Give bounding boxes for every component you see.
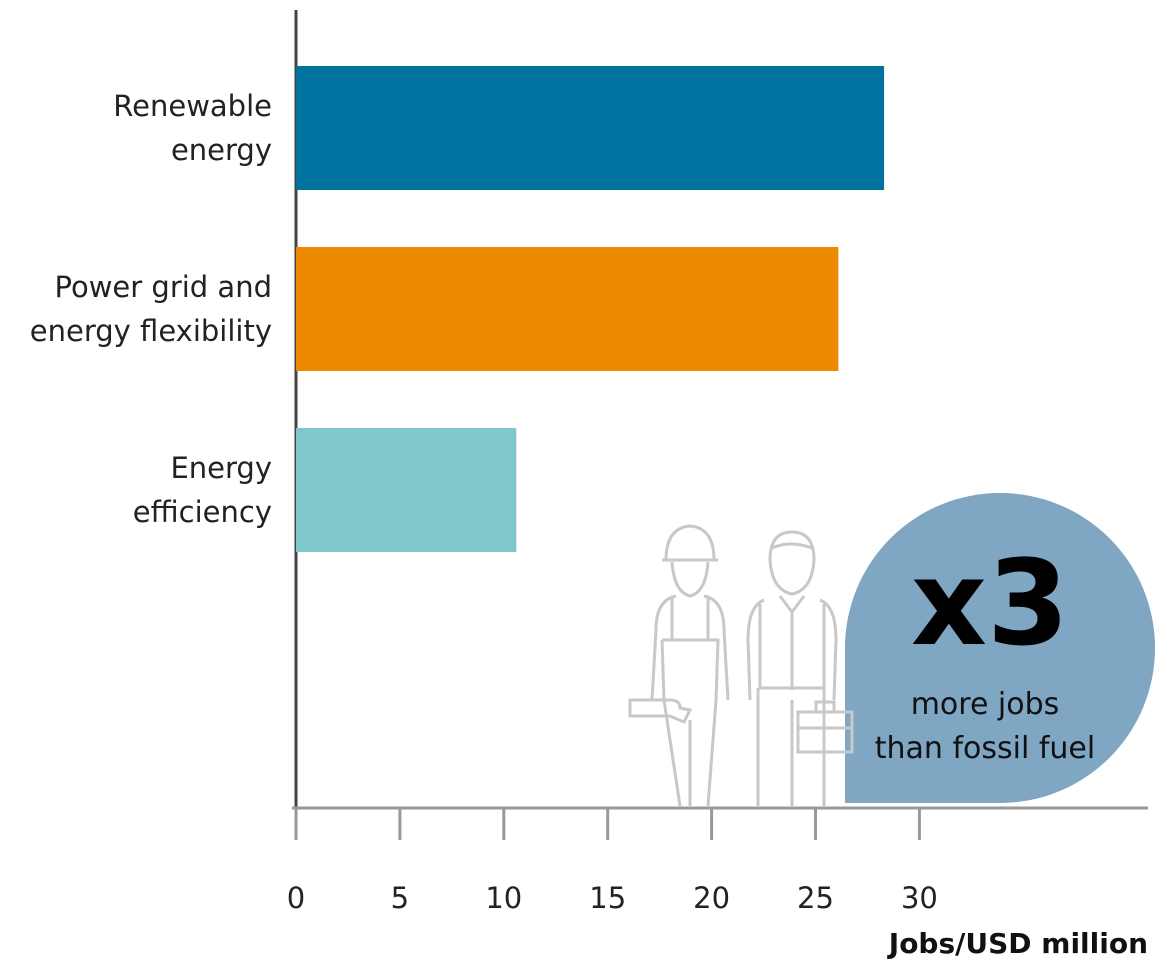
x-axis-title: Jobs/USD million [887, 927, 1148, 960]
x-tick-label: 0 [287, 881, 305, 915]
worker-illustration [628, 524, 854, 807]
x-tick-label: 25 [797, 881, 834, 915]
bar [296, 247, 839, 371]
x-tick-label: 5 [391, 881, 409, 915]
callout-bubble [845, 493, 1155, 803]
annotation-text: more jobs than fossil fuel [874, 687, 1096, 766]
multiplier: x3 [911, 534, 1069, 672]
bar [296, 428, 517, 552]
x-tick-label: 30 [901, 881, 938, 915]
y-tick-label: Energy efficiency [132, 451, 272, 529]
x-tick-label: 20 [693, 881, 730, 915]
x-tick-label: 15 [589, 881, 626, 915]
bar [296, 66, 885, 190]
x-tick-label: 10 [485, 881, 522, 915]
y-tick-label: Power grid and energy flexibility [29, 270, 272, 348]
y-tick-label: Renewable energy [113, 89, 272, 167]
